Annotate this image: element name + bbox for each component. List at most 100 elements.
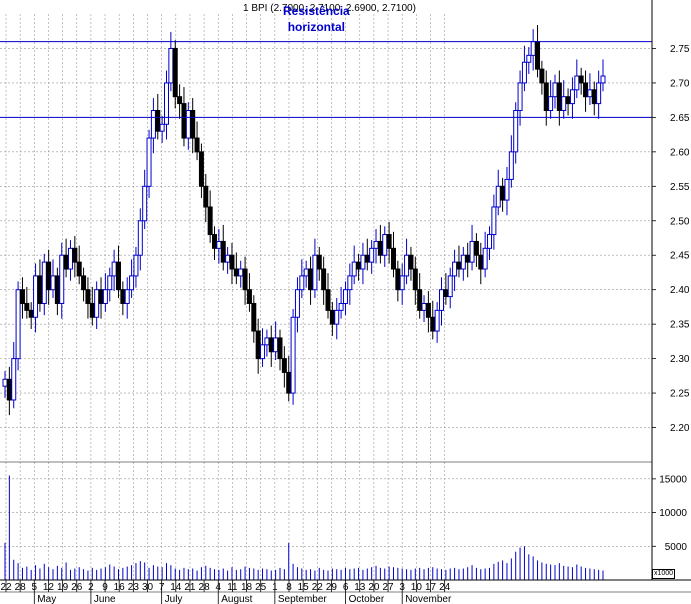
candle-body xyxy=(207,206,213,236)
candle-body xyxy=(107,275,113,291)
candle-body xyxy=(447,275,453,298)
candle-body xyxy=(539,68,545,84)
candle-body xyxy=(417,289,423,311)
volume-bars xyxy=(4,475,604,580)
x-tick-label: 4 xyxy=(215,582,221,593)
y-tick-label: 2.65 xyxy=(670,113,690,124)
annotation-resistance: Resistência horizontal xyxy=(283,3,350,35)
candle-body xyxy=(552,82,558,98)
x-tick-label: 26 xyxy=(71,582,83,593)
x-tick-label: 1 xyxy=(272,582,278,593)
candle-body xyxy=(11,358,17,401)
y-tick-label: 2.60 xyxy=(670,147,690,158)
candle-body xyxy=(76,261,82,277)
month-label: May xyxy=(37,594,56,604)
candle-body xyxy=(495,185,501,208)
x-tick-label: 8 xyxy=(286,582,292,593)
candle-body xyxy=(596,82,602,105)
candle-body xyxy=(286,371,292,394)
candle-body xyxy=(377,240,383,256)
candle-body xyxy=(168,47,174,84)
candle-body xyxy=(600,75,606,84)
candle-body xyxy=(102,289,108,304)
candle-body xyxy=(408,254,414,270)
candle-body xyxy=(277,337,283,360)
candle-body xyxy=(569,89,575,105)
y-tick-label: 2.35 xyxy=(670,320,690,331)
candle-body xyxy=(54,275,60,304)
candle-body xyxy=(155,109,161,132)
candle-body xyxy=(399,275,405,291)
y-tick-label: 2.20 xyxy=(670,423,690,434)
x-tick-label: 9 xyxy=(102,582,108,593)
candle-body xyxy=(390,247,396,270)
y-tick-label: 2.25 xyxy=(670,389,690,400)
volume-tick-label: 5000 xyxy=(665,542,688,553)
ticker-ohlc-label: 1 BPI (2.7000, 2.7100, 2.6900, 2.7100) xyxy=(243,3,416,14)
candlestick-series xyxy=(2,25,606,416)
candle-body xyxy=(67,247,73,270)
candle-body xyxy=(469,240,475,263)
x-tick-label: 14 xyxy=(170,582,182,593)
date-axis: 22 28 5 12 19 26 2 9 16 23 30 7 14 21 28 4 11 18 25 1 8 15 22 2… xyxy=(0,580,452,604)
candle-body xyxy=(578,75,584,84)
candle-body xyxy=(181,103,187,139)
x-tick-label: 23 xyxy=(128,582,140,593)
candle-body xyxy=(216,240,222,249)
candle-body xyxy=(172,47,178,98)
candle-body xyxy=(177,96,183,105)
candle-body xyxy=(264,337,270,346)
candle-body xyxy=(543,82,549,111)
candle-body xyxy=(508,151,514,180)
candle-body xyxy=(356,261,362,270)
candle-body xyxy=(530,41,536,56)
candle-body xyxy=(233,268,239,277)
x-tick-label: 13 xyxy=(354,582,366,593)
candle-body xyxy=(556,82,562,111)
candle-body xyxy=(242,268,248,291)
x-tick-label: 10 xyxy=(411,582,423,593)
candle-body xyxy=(290,316,296,394)
candle-body xyxy=(251,302,257,332)
candle-body xyxy=(482,247,488,270)
candle-body xyxy=(325,289,331,311)
candle-body xyxy=(273,337,279,353)
candle-body xyxy=(46,261,52,291)
candle-body xyxy=(294,289,300,318)
candle-body xyxy=(212,234,218,249)
candle-body xyxy=(478,254,484,270)
candle-body xyxy=(2,378,8,387)
candle-body xyxy=(81,275,87,291)
candle-body xyxy=(443,289,449,298)
candle-body xyxy=(85,289,91,304)
candle-body xyxy=(150,109,156,139)
candle-body xyxy=(521,61,527,84)
x-tick-label: 28 xyxy=(15,582,27,593)
candle-body xyxy=(72,247,78,263)
x-tick-label: 24 xyxy=(439,582,451,593)
candle-body xyxy=(535,41,541,70)
x-tick-label: 28 xyxy=(199,582,211,593)
x-tick-label: 22 xyxy=(312,582,324,593)
candle-body xyxy=(281,358,287,373)
candle-body xyxy=(142,185,148,222)
candle-body xyxy=(565,96,571,105)
candle-body xyxy=(124,289,130,304)
candle-body xyxy=(146,137,152,187)
candle-body xyxy=(465,254,471,263)
candle-body xyxy=(364,254,370,263)
x-tick-label: 18 xyxy=(241,582,253,593)
candle-body xyxy=(526,54,532,63)
x-tick-label: 25 xyxy=(255,582,267,593)
candle-body xyxy=(517,82,523,111)
candle-body xyxy=(220,240,226,263)
candle-body xyxy=(404,254,410,277)
candle-body xyxy=(203,185,209,208)
x-tick-label: 12 xyxy=(43,582,55,593)
candle-body xyxy=(24,302,30,311)
y-tick-label: 2.55 xyxy=(670,182,690,193)
candle-body xyxy=(430,316,436,332)
candle-body xyxy=(487,234,493,249)
month-label: October xyxy=(349,594,385,604)
candle-body xyxy=(338,302,344,311)
